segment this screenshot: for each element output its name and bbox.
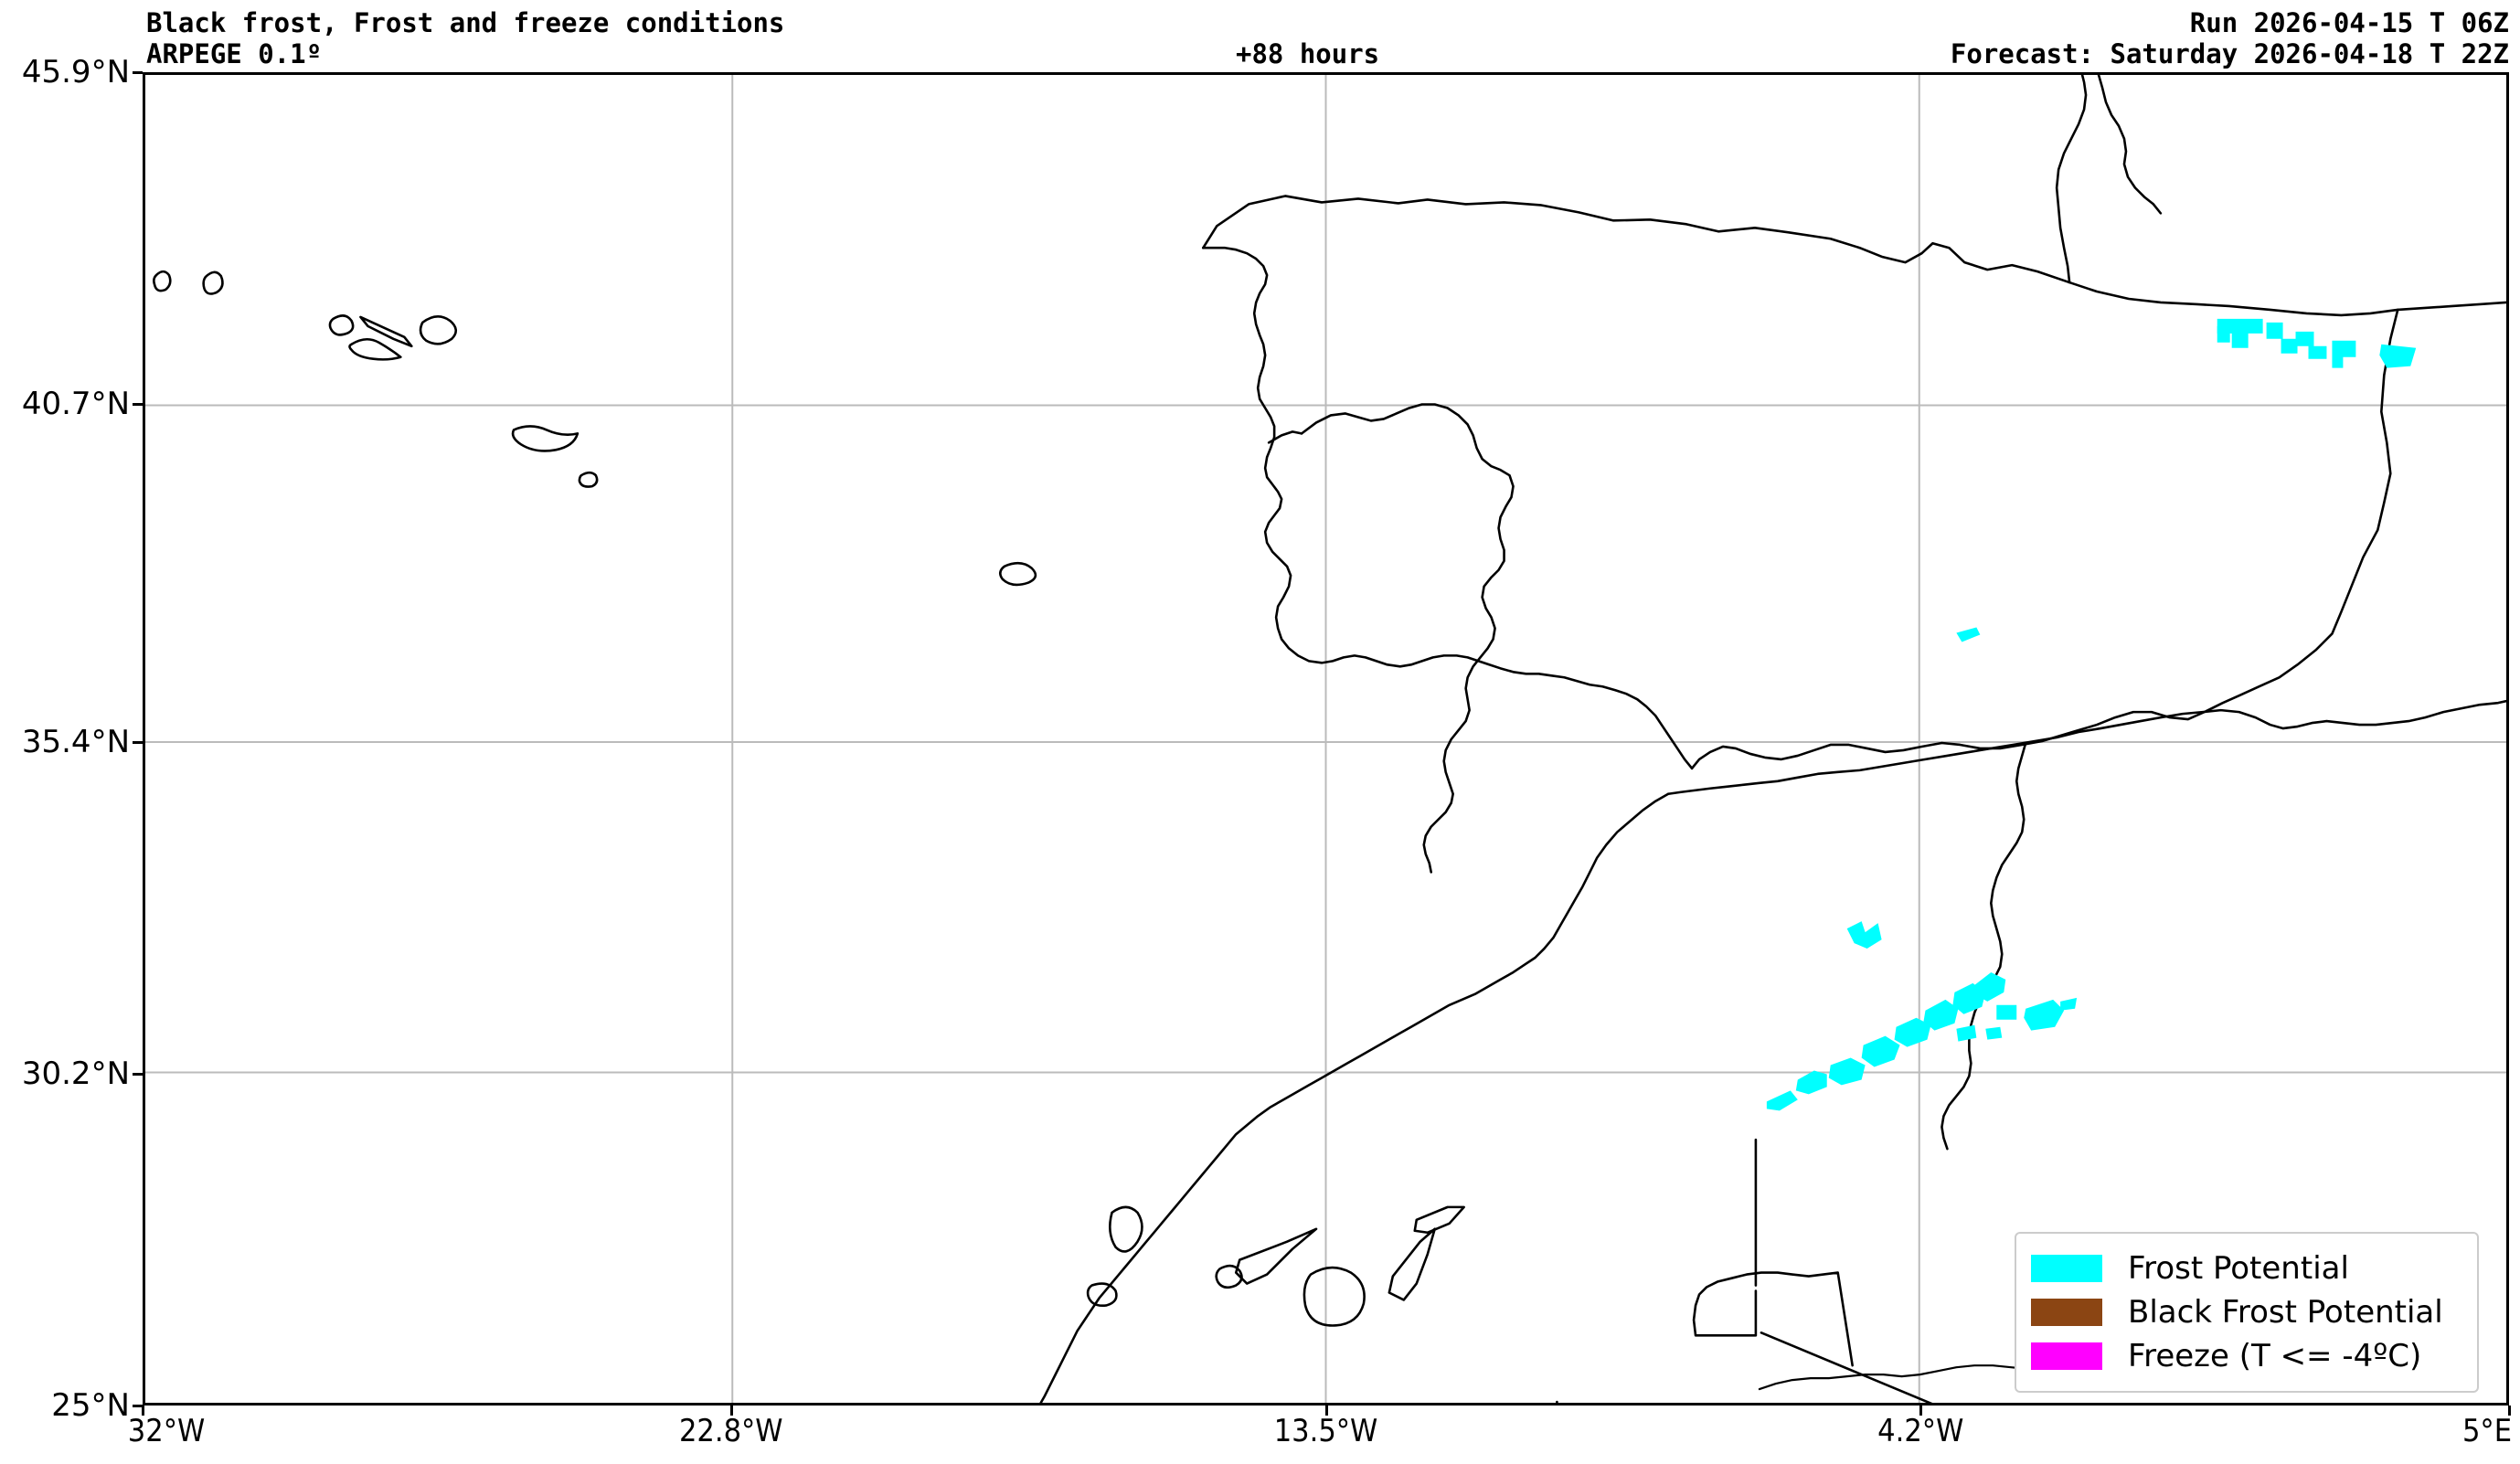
canary-tenerife (1234, 1227, 1318, 1285)
frost-patch-high-atlas-5 (1923, 999, 1959, 1031)
frost-patch-pyrenees-3 (2295, 331, 2327, 359)
canary-gran-canaria (1303, 1266, 1366, 1327)
page-title: Black frost, Frost and freeze conditions (146, 7, 785, 38)
canary-la-gomera (1215, 1264, 1243, 1289)
model-label: ARPEGE 0.1º (146, 38, 323, 69)
frost-patch-high-atlas-9 (1956, 1024, 1977, 1042)
portugal-spain-border-north (1267, 430, 1303, 444)
france-inland-boundary (2097, 75, 2163, 215)
legend-item-1[interactable]: Black Frost Potential (2031, 1290, 2461, 1334)
frost-patch-pyrenees-2 (2266, 322, 2298, 354)
legend-box[interactable]: Frost Potential Black Frost Potential Free… (2015, 1232, 2479, 1393)
frost-patch-middle-atlas (1846, 921, 1882, 949)
canary-el-hierro (1086, 1282, 1118, 1308)
islands-layer (153, 270, 1465, 1327)
x-tick-label-0: 32°W (127, 1413, 206, 1449)
run-timestamp: Run 2026-04-15 T 06Z (2189, 7, 2509, 38)
y-tick-label-3: 30.2°N (21, 1055, 130, 1092)
legend-swatch-2 (2031, 1342, 2102, 1370)
y-tick-label-2: 35.4°N (21, 723, 130, 760)
frost-potential-layer (1766, 318, 2417, 1111)
frost-patch-high-atlas-12 (2060, 997, 2078, 1011)
lead-time-label: +88 hours (1236, 38, 1380, 69)
legend-label-0: Frost Potential (2128, 1250, 2349, 1287)
legend-rows: Frost Potential Black Frost Potential Free… (2031, 1247, 2461, 1378)
mauritania-border-horizontal (1556, 1400, 1558, 1403)
spain-east-coast (1690, 308, 2399, 770)
portugal-spain-border (1300, 403, 1515, 874)
y-tickmark-2 (133, 740, 143, 744)
frost-patch-high-atlas-1 (1795, 1070, 1827, 1095)
y-tick-label-0: 45.9°N (21, 54, 130, 90)
x-tick-label-4: 5°E (2462, 1413, 2513, 1449)
graticule-gridlines (145, 75, 2506, 1403)
iberia-coastline (1202, 195, 2506, 317)
y-tickmark-4 (133, 1405, 143, 1407)
frost-patch-pyrenees-4 (2332, 340, 2356, 368)
western-sahara-borders (1692, 1271, 1854, 1367)
frost-patch-high-atlas-13 (1766, 1090, 1798, 1111)
forecast-timestamp: Forecast: Saturday 2026-04-18 T 22Z (1950, 38, 2509, 69)
x-tickmark-3 (1919, 1406, 1923, 1416)
legend-swatch-0 (2031, 1255, 2102, 1282)
legend-item-2[interactable]: Freeze (T <= -4ºC) (2031, 1334, 2461, 1378)
azores-corvo-flores (153, 270, 172, 292)
canary-la-palma (1109, 1205, 1143, 1253)
france-atlantic-coast (2055, 75, 2088, 284)
x-tickmark-4 (2508, 1406, 2511, 1416)
y-tickmark-1 (133, 403, 143, 406)
x-tickmark-0 (142, 1406, 144, 1416)
morocco-atlantic-coast (1039, 792, 1670, 1403)
x-tick-label-2: 13.5°W (1273, 1413, 1378, 1449)
frost-patch-high-atlas-8 (1996, 1004, 2017, 1020)
frost-patch-high-atlas-4 (1894, 1017, 1931, 1047)
azores-flores (202, 271, 224, 295)
canary-lanzarote (1413, 1205, 1465, 1235)
azores-terceira (419, 315, 458, 345)
frost-patch-pyrenees-6 (2217, 325, 2230, 343)
frost-patch-sierra-nevada (1956, 627, 1981, 642)
portugal-coastline (1202, 246, 1694, 770)
y-tickmark-0 (133, 71, 143, 74)
frost-patch-high-atlas-10 (2024, 999, 2065, 1031)
y-tick-label-1: 40.7°N (21, 386, 130, 422)
canary-fuerteventura (1388, 1227, 1437, 1301)
x-tickmark-1 (729, 1406, 733, 1416)
north-africa-mediterranean-coast (1666, 699, 2506, 796)
legend-item-0[interactable]: Frost Potential (2031, 1247, 2461, 1290)
azores-sao-miguel (511, 425, 579, 452)
mauritania-border-diagonal (1760, 1331, 1933, 1403)
coastlines-layer (1039, 75, 2506, 1403)
azores-graciosa (328, 314, 355, 336)
algeria-morocco-border (1941, 741, 2027, 1151)
legend-label-1: Black Frost Potential (2128, 1294, 2443, 1331)
y-tick-label-4: 25°N (51, 1387, 130, 1424)
azores-santa-maria (578, 471, 599, 488)
frost-patch-high-atlas-7 (1974, 971, 2006, 1002)
map-canvas (145, 75, 2506, 1403)
x-tickmark-2 (1324, 1406, 1328, 1416)
frost-patch-high-atlas-11 (1985, 1026, 2003, 1040)
frost-patch-high-atlas-2 (1828, 1057, 1866, 1086)
frost-patch-pyrenees-5 (2379, 344, 2417, 368)
y-tickmark-3 (133, 1072, 143, 1076)
madeira-island (998, 561, 1037, 587)
x-tick-label-1: 22.8°W (678, 1413, 783, 1449)
azores-sao-jorge (359, 315, 413, 348)
map-plot-area[interactable] (143, 72, 2509, 1406)
azores-pico-faial (348, 338, 402, 361)
legend-swatch-1 (2031, 1299, 2102, 1326)
frost-patch-high-atlas-3 (1861, 1035, 1900, 1067)
legend-label-2: Freeze (T <= -4ºC) (2128, 1338, 2422, 1374)
x-tick-label-3: 4.2°W (1877, 1413, 1964, 1449)
